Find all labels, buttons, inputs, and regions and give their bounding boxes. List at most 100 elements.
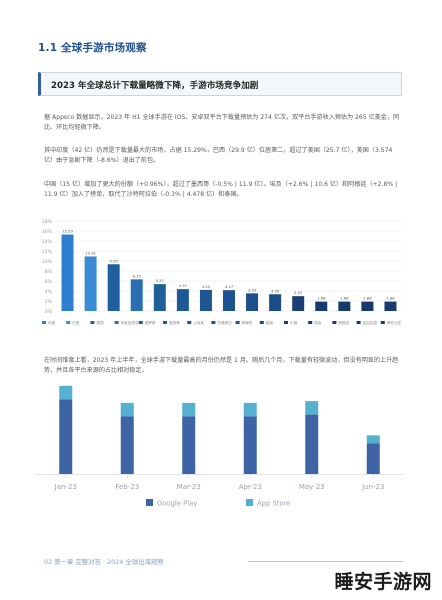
- paragraph-4: 在时间维度上看，2023 年上半年，全球手游下载量最高的月份仍然是 1 月。随后…: [44, 357, 399, 375]
- y-tick-label: 18%: [42, 219, 53, 225]
- y-tick-label: 2%: [45, 299, 53, 305]
- legend-label: 土耳其: [193, 320, 204, 325]
- bar-data-label: 4.17: [225, 284, 234, 289]
- bar: [199, 289, 212, 311]
- x-tick-label: Apr-23: [239, 483, 262, 491]
- section-title: 1.1 全球手游市场观察: [38, 42, 147, 54]
- legend-swatch: [42, 321, 46, 324]
- bar-data-label: 1.88: [340, 296, 349, 301]
- bar: [246, 293, 259, 311]
- bar-data-label: 1.88: [363, 296, 372, 301]
- bar-data-label: 3.53: [248, 287, 257, 292]
- stacked-bar-segment: [366, 443, 380, 474]
- bar: [61, 234, 74, 311]
- legend-swatch: [211, 321, 216, 324]
- legend-swatch: [138, 321, 143, 324]
- footer-divider: [248, 561, 403, 562]
- legend-label: 埃及: [314, 320, 322, 325]
- legend-label: 孟加拉国: [363, 320, 378, 325]
- y-tick-label: 14%: [42, 239, 53, 245]
- bar-data-label: 1.88: [317, 296, 326, 301]
- bar: [107, 264, 120, 311]
- legend-label: Google Play: [157, 500, 197, 508]
- stacked-bar-segment: [182, 416, 196, 474]
- legend-label: 中国: [290, 320, 298, 325]
- stacked-bar-segment: [305, 401, 319, 415]
- legend-swatch: [114, 321, 119, 324]
- y-tick-label: 16%: [42, 229, 53, 235]
- legend-swatch: [163, 321, 167, 324]
- stacked-bar-segment: [182, 402, 196, 417]
- y-tick-label: 4%: [45, 289, 53, 295]
- bar-data-label: 2.97: [294, 290, 303, 295]
- x-tick-label: May-23: [299, 483, 325, 491]
- bar: [176, 289, 189, 311]
- bar: [338, 301, 351, 311]
- legend-swatch: [308, 321, 313, 324]
- bar: [84, 256, 97, 311]
- bar: [292, 296, 305, 311]
- y-tick-label: 10%: [42, 259, 53, 265]
- x-tick-label: Feb-23: [115, 483, 139, 491]
- stacked-bar-segment: [366, 435, 380, 444]
- legend-swatch: [356, 321, 361, 324]
- bar-data-label: 9.35: [109, 258, 118, 263]
- bar: [130, 279, 143, 311]
- legend-swatch: [90, 321, 95, 324]
- legend-label: App Store: [257, 500, 290, 508]
- banner-title: 2023 年全球总计下载量略微下降，手游市场竞争加剧: [38, 72, 402, 96]
- bar-data-label: 10.91: [85, 250, 96, 255]
- stacked-bar-segment: [120, 416, 134, 474]
- paragraph-3: 中国（15 亿）增加了更大的份额（+0.96%），超过了墨西哥（-0.5% | …: [44, 181, 398, 199]
- y-tick-label: 0%: [45, 309, 53, 315]
- page-footer: 02 第一章 完整对答 · 2024 全球出海观察: [44, 558, 164, 566]
- stacked-bar-segment: [305, 414, 319, 474]
- legend-swatch: [246, 499, 253, 506]
- legend-label: 哥伦比亚: [387, 320, 402, 325]
- legend-swatch: [259, 321, 264, 324]
- legend-label: 俄罗斯: [145, 320, 156, 325]
- legend-swatch: [332, 321, 337, 324]
- legend-label: 美国: [96, 320, 104, 325]
- bar-data-label: 6.33: [132, 273, 141, 278]
- stacked-bar-segment: [59, 399, 73, 474]
- legend-label: 墨西哥: [169, 320, 180, 325]
- stacked-bar-segment: [120, 402, 134, 417]
- legend-label: 巴基斯坦: [217, 320, 232, 325]
- bar-data-label: 15.29: [62, 229, 73, 234]
- legend-label: 巴西: [72, 320, 80, 325]
- legend-swatch: [284, 321, 288, 324]
- legend-swatch: [380, 321, 385, 324]
- x-tick-label: Jun-23: [361, 483, 384, 491]
- bar: [361, 301, 374, 311]
- bar-data-label: 3.35: [271, 288, 280, 293]
- stacked-bar-segment: [243, 416, 257, 474]
- paragraph-1: 据 Appsco 数据显示，2023 年 H1 全球手游在 iOS、安卓双平台下…: [44, 114, 400, 132]
- site-watermark: 睡安手游网: [334, 571, 432, 593]
- y-tick-label: 8%: [45, 269, 53, 275]
- legend-label: 越南: [266, 320, 274, 325]
- bar-data-label: 4.37: [179, 283, 188, 288]
- stacked-bar-segment: [59, 385, 73, 400]
- bar-data-label: 1.88: [386, 296, 395, 301]
- bar: [384, 301, 397, 311]
- legend-label: 阿根廷: [338, 320, 349, 325]
- legend-swatch: [66, 321, 71, 324]
- bar-data-label: 5.37: [156, 278, 165, 283]
- x-tick-label: Jan-23: [54, 483, 77, 491]
- bar: [315, 301, 328, 311]
- paragraph-2: 其中印度（42 亿）仍然是下载量最大的市场，占据 15.29%，巴西（29.9 …: [44, 147, 393, 165]
- bar: [223, 290, 235, 311]
- x-tick-label: Mar-23: [177, 483, 201, 491]
- y-tick-label: 12%: [42, 249, 53, 255]
- legend-swatch: [146, 499, 153, 506]
- y-tick-label: 6%: [45, 279, 53, 285]
- stacked-bar-segment: [243, 402, 257, 417]
- bar-data-label: 4.22: [202, 284, 211, 289]
- legend-label: 菲律宾: [242, 320, 253, 325]
- legend-label: 印度尼西亚: [121, 320, 139, 325]
- bar: [153, 284, 166, 311]
